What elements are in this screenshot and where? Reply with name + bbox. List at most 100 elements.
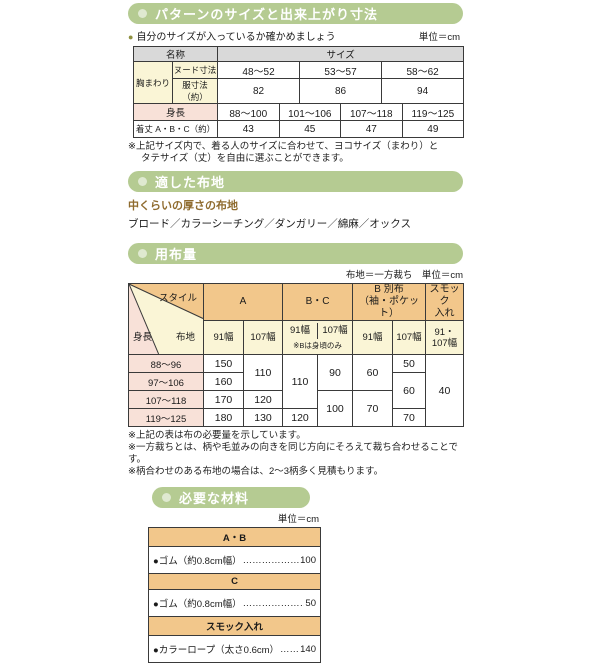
list-item: ●ゴム（約0.8cm幅） …………………………………… 50 <box>149 590 320 617</box>
length-value: 43 <box>217 120 280 138</box>
quantity-value: 120 <box>242 390 284 409</box>
material-name: ●ゴム（約0.8cm幅） <box>153 599 242 610</box>
height-range-label: 107～118 <box>128 390 204 409</box>
height-range-label: 119～125 <box>128 408 204 427</box>
nude-size-label: ヌード寸法 <box>171 61 219 79</box>
materials-group-header: A・B <box>149 528 320 547</box>
quantity-value: 130 <box>242 408 284 427</box>
dress-size-value: 94 <box>381 78 465 104</box>
quantity-value: 160 <box>203 372 244 391</box>
table-row: 88～96 150 110 110 90 60 50 40 <box>128 354 465 427</box>
quantity-value: 150 <box>203 354 244 373</box>
diagonal-divider <box>129 284 203 354</box>
width-107-header: 107幅 <box>242 320 284 355</box>
length-value: 45 <box>278 120 342 138</box>
dotted-leader: …………………………………… <box>280 643 300 655</box>
garment-length-label: 着丈 A・B・C（約） <box>132 120 219 138</box>
bullet-icon <box>138 9 147 18</box>
section-title: 用布量 <box>155 247 198 262</box>
table-row: 身長 88～100 101～106 107～118 119～125 <box>132 103 465 121</box>
materials-group-header: C <box>149 574 320 590</box>
content-column: パターンのサイズと出来上がり寸法 ● 自分のサイズが入っているか確かめましょう 単… <box>128 3 468 663</box>
section-title: 必要な材料 <box>179 491 250 506</box>
dress-size-value: 86 <box>299 78 383 104</box>
table-row: 着丈 A・B・C（約） 43 45 47 49 <box>132 120 465 138</box>
material-length: 50 <box>305 597 316 609</box>
bullet-icon <box>138 249 147 258</box>
bullet-icon <box>162 493 171 502</box>
bc-width-header: 91幅 107幅 ※Bは身頃のみ <box>282 320 354 355</box>
quantity-value: 110 <box>242 354 284 391</box>
quantity-value: 40 <box>425 354 465 427</box>
material-length: 100 <box>300 554 316 566</box>
materials-table: A・B ●ゴム（約0.8cm幅） …………………………………… 100 C ●ゴ… <box>148 527 321 663</box>
width-91-107-header: 91・ 107幅 <box>425 320 465 355</box>
fabric-quantity-table: スタイル 布地 身長 A B・C B 別布 （袖・ポケット） スモック 入れ 9… <box>128 283 465 427</box>
quantity-value: 180 <box>203 408 244 427</box>
height-label: 身長 <box>132 103 219 121</box>
fabric-quantity-footnotes: ※上記の表は布の必要量を示しています。 ※一方裁ちとは、柄や毛並みの向きを同じ方… <box>128 430 459 477</box>
height-value: 107～118 <box>340 103 403 121</box>
table-row: 107～118 170 120 100 70 <box>128 390 464 427</box>
height-value: 88～100 <box>217 103 280 121</box>
quantity-value: 170 <box>203 390 244 409</box>
cutting-unit-note: 布地＝一方裁ち 単位＝cm <box>345 270 463 281</box>
style-a-header: A <box>202 283 284 321</box>
bullet-icon <box>138 177 147 186</box>
table-row: 胸まわり ヌード寸法 48～52 53～57 58～62 <box>133 61 465 104</box>
length-value: 47 <box>340 120 403 138</box>
width-91-header: 91幅 <box>284 323 319 339</box>
dress-size-label: 服寸法（約） <box>171 78 219 104</box>
diagonal-corner-cell: スタイル 布地 身長 <box>128 283 204 355</box>
dotted-leader: …………………………………… <box>242 597 305 609</box>
width-107-header: 107幅 <box>392 320 427 355</box>
unit-label: 単位＝cm <box>418 31 460 43</box>
chest-label: 胸まわり <box>133 61 173 104</box>
section-header-pattern-sizes: パターンのサイズと出来上がり寸法 <box>128 3 463 24</box>
quantity-value: 90 <box>317 354 354 391</box>
height-value: 101～106 <box>278 103 342 121</box>
width-107-header: 107幅 <box>322 325 348 336</box>
fabric-thickness-subtitle: 中くらいの厚さの布地 <box>128 200 238 212</box>
style-b-contrast-header: B 別布 （袖・ポケット） <box>352 283 427 321</box>
nude-size-value: 48～52 <box>217 61 301 79</box>
table-row: 服寸法（約） 82 86 94 <box>134 78 465 104</box>
table-row: 91幅 107幅 91幅 107幅 ※Bは身頃のみ 91幅 107幅 91・ 1… <box>129 320 465 355</box>
width-91-header: 91幅 <box>203 320 244 355</box>
section-header-materials: 必要な材料 <box>152 487 310 508</box>
list-item: ●カラーロープ（太さ0.6cm） …………………………………… 140 <box>149 636 320 662</box>
bullet-icon: ● <box>128 32 134 42</box>
nude-size-value: 58～62 <box>381 61 465 79</box>
width-91-header: 91幅 <box>352 320 394 355</box>
quantity-value: 70 <box>392 408 427 427</box>
corner-fabric-label: 布地 <box>175 332 195 343</box>
quantity-value: 100 <box>317 390 354 427</box>
height-range-label: 97～106 <box>128 372 204 391</box>
material-length: 140 <box>300 643 316 655</box>
section-title: 適した布地 <box>155 175 226 190</box>
material-name: ●カラーロープ（太さ0.6cm） <box>153 645 280 656</box>
dress-size-value: 82 <box>217 78 301 104</box>
nude-size-value: 53～57 <box>299 61 383 79</box>
size-table: 名称 サイズ 胸まわり ヌード寸法 48～52 53～57 58～62 服寸法（… <box>132 46 465 138</box>
unit-label: 単位＝cm <box>277 514 319 525</box>
material-name: ●ゴム（約0.8cm幅） <box>153 556 242 567</box>
list-item: ●ゴム（約0.8cm幅） …………………………………… 100 <box>149 547 320 574</box>
length-value: 49 <box>401 120 465 138</box>
height-value: 119～125 <box>401 103 465 121</box>
height-range-label: 88～96 <box>128 354 204 373</box>
style-bc-header: B・C <box>282 283 354 321</box>
bc-bodice-note: ※Bは身頃のみ <box>293 341 342 350</box>
quantity-value: 120 <box>282 408 319 427</box>
table-row: 97～106 160 60 <box>128 372 464 409</box>
section-header-suitable-fabric: 適した布地 <box>128 171 463 192</box>
materials-group-header: スモック入れ <box>149 617 320 636</box>
quantity-value: 70 <box>352 390 394 427</box>
name-header: 名称 <box>132 46 219 62</box>
section-header-fabric-quantity: 用布量 <box>128 243 463 264</box>
table-row: 名称 サイズ <box>132 46 465 62</box>
smock-header: スモック 入れ <box>425 283 465 321</box>
table-row: 119～125 180 130 120 70 <box>128 408 464 427</box>
quantity-value: 60 <box>392 372 427 409</box>
corner-height-label: 身長 <box>133 332 153 343</box>
